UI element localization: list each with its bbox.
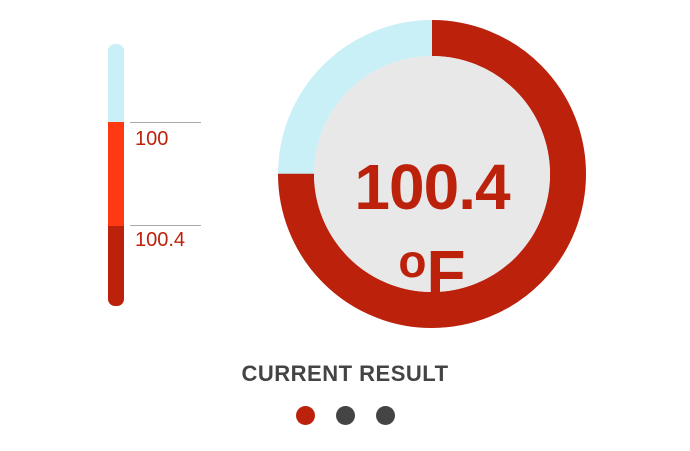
gauge-readout: 100.4 oF (314, 56, 550, 308)
gauge-fill-arc (278, 20, 586, 328)
threshold-line-100 (130, 122, 201, 123)
current-result-title: CURRENT RESULT (241, 361, 449, 386)
degree-symbol: o (398, 235, 427, 287)
carousel-pagination (296, 406, 396, 426)
temperature-unit: oF (314, 232, 550, 308)
carousel-dot-2[interactable] (336, 406, 355, 425)
gauge-ring (278, 20, 586, 328)
carousel-dot-3[interactable] (376, 406, 395, 425)
temperature-value: 100.4 (354, 151, 510, 223)
fahrenheit-letter: F (426, 237, 466, 309)
fever-range-segment (108, 226, 124, 306)
carousel-dot-1[interactable] (296, 406, 315, 425)
threshold-label-100-4: 100.4 (135, 229, 186, 251)
normal-range-segment (108, 44, 124, 122)
temperature-scale-bar (108, 44, 124, 306)
elevated-range-segment (108, 122, 124, 226)
threshold-label-100: 100 (135, 128, 169, 150)
temperature-gauge: 100.4 oF (278, 20, 586, 328)
threshold-line-100-4 (130, 225, 201, 226)
